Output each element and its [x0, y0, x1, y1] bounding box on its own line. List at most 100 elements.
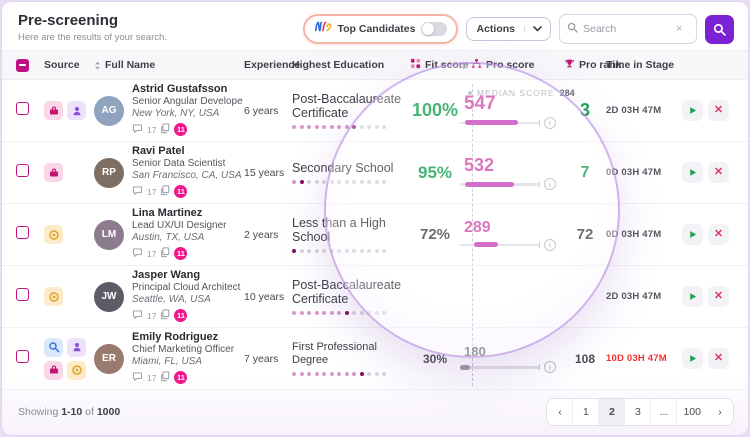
top-candidates-toggle[interactable]: [421, 22, 448, 36]
avatar: ER: [94, 343, 124, 374]
education-level-dots: [292, 249, 410, 254]
table-row[interactable]: LM Lina Martinez Lead UX/UI Designer Aus…: [2, 204, 748, 266]
page-button[interactable]: 3: [625, 399, 652, 425]
page-button[interactable]: 2: [599, 399, 626, 425]
source-chips: [44, 287, 88, 306]
actions-button[interactable]: Actions: [466, 17, 551, 41]
education-label: Post-Baccalaureate Certificate: [292, 277, 402, 306]
clear-search-icon[interactable]: ×: [676, 23, 683, 35]
advance-button[interactable]: [682, 224, 703, 245]
education-level-dots: [292, 125, 410, 130]
chat-icon[interactable]: [132, 121, 143, 139]
info-icon[interactable]: i: [544, 116, 556, 129]
avatar: JW: [94, 281, 124, 312]
page-button[interactable]: 1: [573, 399, 600, 425]
row-checkbox[interactable]: [16, 287, 29, 301]
copy-icon[interactable]: [160, 121, 170, 139]
copy-icon[interactable]: [160, 183, 170, 201]
row-checkbox[interactable]: [16, 163, 29, 177]
column-pro-score[interactable]: Pro score: [460, 58, 564, 72]
row-checkbox[interactable]: [16, 225, 29, 239]
table-row[interactable]: AG Astrid Gustafsson Senior Angular Deve…: [2, 80, 748, 142]
pro-score-value: 180: [464, 344, 486, 359]
reject-button[interactable]: ✕: [708, 162, 729, 183]
column-highest-education[interactable]: Highest Education: [292, 59, 385, 71]
column-fit-score[interactable]: Fit score: [410, 58, 469, 72]
candidate-role: Senior Angular Develope: [132, 95, 243, 107]
info-icon[interactable]: i: [544, 361, 556, 373]
copy-icon[interactable]: [160, 307, 170, 325]
advance-button[interactable]: [682, 286, 703, 307]
column-time-in-stage[interactable]: Time in Stage: [606, 59, 675, 71]
pro-rank-value: 3: [579, 100, 590, 120]
table-row[interactable]: ER Emily Rodriguez Chief Marketing Offic…: [2, 328, 748, 390]
source-coin-icon: [44, 225, 63, 244]
advance-button[interactable]: [682, 100, 703, 121]
next-page-button[interactable]: ›: [707, 399, 733, 425]
source-person-icon: [67, 101, 86, 120]
prev-page-button[interactable]: ‹: [547, 399, 574, 425]
candidate-location: San Francisco, CA, USA: [132, 169, 242, 181]
column-pro-rank[interactable]: Pro rank: [564, 58, 622, 72]
page-button[interactable]: 100: [677, 399, 707, 425]
select-all-checkbox[interactable]: [16, 58, 29, 72]
pro-rank-value: 7: [580, 163, 590, 181]
title-block: Pre-screening Here are the results of yo…: [18, 12, 167, 43]
reject-button[interactable]: ✕: [708, 286, 729, 307]
education-level-dots: [292, 180, 410, 185]
advance-button[interactable]: [682, 348, 703, 369]
source-chips: [44, 101, 88, 120]
advance-button[interactable]: [682, 162, 703, 183]
column-full-name[interactable]: Full Name: [94, 59, 244, 71]
candidate-name[interactable]: Ravi Patel: [132, 144, 185, 157]
time-in-stage-value: 0D 03H 47M: [606, 229, 662, 240]
copy-icon[interactable]: [160, 369, 170, 387]
row-checkbox[interactable]: [16, 349, 29, 363]
page-title: Pre-screening: [18, 12, 119, 29]
notification-badge[interactable]: 11: [174, 247, 188, 260]
search-button[interactable]: [705, 14, 734, 44]
candidate-name[interactable]: Emily Rodriguez: [132, 330, 219, 343]
copy-icon[interactable]: [160, 245, 170, 263]
pro-score-bar: [460, 119, 540, 126]
notification-badge[interactable]: 11: [174, 309, 188, 322]
candidate-name[interactable]: Astrid Gustafsson: [132, 82, 228, 95]
chat-icon[interactable]: [132, 369, 143, 387]
info-icon[interactable]: i: [544, 178, 556, 190]
notification-badge[interactable]: 11: [174, 123, 188, 136]
chat-icon[interactable]: [132, 245, 143, 263]
candidate-name[interactable]: Jasper Wang: [132, 268, 201, 281]
top-candidates-pill[interactable]: Top Candidates: [302, 14, 459, 44]
source-coin-icon: [44, 287, 63, 306]
source-chips: [44, 337, 88, 380]
education-label: First Professional Degree: [292, 341, 377, 366]
reject-button[interactable]: ✕: [708, 348, 729, 369]
pro-score-icon: [471, 58, 482, 72]
fit-score-value: 100%: [411, 100, 459, 120]
table-footer: Showing 1-10 of 1000 ‹ 1 2 3... 100 ›: [2, 390, 748, 435]
column-source[interactable]: Source: [44, 59, 80, 71]
chevron-down-icon: [524, 26, 550, 32]
column-experience[interactable]: Experience: [244, 59, 301, 71]
info-icon[interactable]: i: [544, 238, 556, 251]
pro-score-bar: [460, 181, 540, 187]
median-score-line: [472, 84, 473, 386]
table-row[interactable]: JW Jasper Wang Principal Cloud Architect…: [2, 266, 748, 328]
candidate-name[interactable]: Lina Martinez: [132, 206, 203, 219]
source-briefcase-icon: [44, 101, 63, 120]
chat-icon[interactable]: [132, 183, 143, 201]
source-chips: [44, 225, 88, 244]
row-checkbox[interactable]: [16, 101, 29, 115]
reject-button[interactable]: ✕: [708, 224, 729, 245]
time-in-stage-value: 10D 03H 47M: [606, 353, 667, 364]
pro-score-value: 289: [464, 218, 491, 236]
page-ellipsis: ...: [651, 399, 678, 425]
notification-badge[interactable]: 11: [174, 185, 188, 198]
chat-icon[interactable]: [132, 307, 143, 325]
search-input[interactable]: [583, 23, 671, 35]
table-row[interactable]: RP Ravi Patel Senior Data Scientist San …: [2, 142, 748, 204]
experience-value: 2 years: [244, 228, 279, 241]
notification-badge[interactable]: 11: [174, 371, 188, 384]
reject-button[interactable]: ✕: [708, 100, 729, 121]
candidate-role: Lead UX/UI Designer: [132, 219, 227, 231]
